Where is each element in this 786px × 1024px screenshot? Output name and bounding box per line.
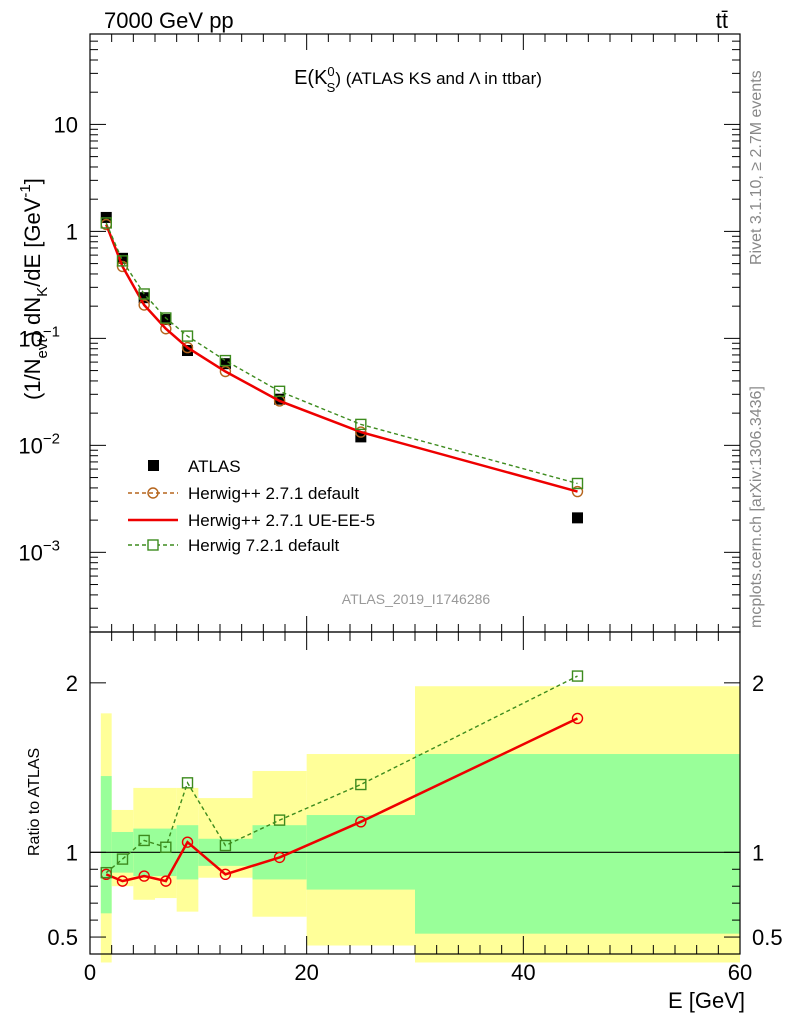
series-herwig-2-7-1-default [100,218,584,498]
data-point-herwig-7-2-1-default [160,312,172,324]
series-herwig-7-2-1-default [100,217,584,490]
ratio-y-tick-label: 0.5 [47,925,78,950]
ratio-point-herwig-2-7-1-ue-ee-5 [219,868,232,881]
data-point-herwig-7-2-1-default [138,288,150,300]
x-tick-label: 40 [511,960,535,985]
process-label: tt̄ [716,8,728,33]
rivet-version-label: Rivet 3.1.10, ≥ 2.7M events [748,70,765,265]
legend: ATLAS Herwig++ 2.7.1 default Herwig++ 2.… [128,457,375,555]
uncertainty-band-inner [415,754,740,934]
data-point-herwig-7-2-1-default [571,477,584,490]
data-point-atlas [274,393,286,405]
legend-label-herwig7: Herwig 7.2.1 default [188,536,339,555]
uncertainty-band-inner [100,776,112,914]
ratio-y-tick-label-right: 1 [752,840,764,865]
ratio-point-herwig-7-2-1-default [355,778,367,791]
ratio-y-tick-label-right: 2 [752,671,764,696]
main-plot: 10−3 10−2 10−1 1 10 E(K0 S) (ATLAS KS and Λ i… [17,33,741,633]
series-line-herwig-7-2-1-default [105,222,578,485]
data-point-herwig-7-2-1-default [219,354,232,367]
ratio-point-herwig-7-2-1-default [138,834,150,847]
main-y-tick-label: 1 [66,219,78,244]
main-y-axis-label: (1/Nevt) dNK/dE [GeV-1] [17,178,51,400]
ratio-point-herwig-2-7-1-ue-ee-5 [116,875,129,887]
series-line-herwig-2-7-1-default [105,224,578,493]
ratio-point-herwig-7-2-1-default [181,777,194,789]
x-axis-label: E [GeV] [668,988,745,1013]
series-atlas [100,211,583,524]
data-point-atlas [138,292,150,304]
main-y-tick-label: 10−2 [18,430,60,458]
data-point-herwig-2-7-1-default [571,485,584,498]
x-tick-label: 20 [294,960,318,985]
energy-label: 7000 GeV pp [104,8,234,33]
main-y-tick-label: 10 [54,112,78,137]
legend-marker-atlas [148,460,159,471]
main-y-tick-label: 10−1 [18,323,60,351]
data-point-herwig-2-7-1-default [219,365,232,378]
legend-label-atlas: ATLAS [188,457,241,476]
legend-label-herwig-default: Herwig++ 2.7.1 default [188,484,359,503]
data-point-herwig-7-2-1-default [100,217,112,229]
ratio-point-herwig-7-2-1-default [273,814,286,826]
x-tick-label: 0 [84,960,96,985]
ratio-y-tick-label: 1 [66,840,78,865]
data-point-atlas [182,345,193,357]
ratio-point-herwig-2-7-1-ue-ee-5 [181,836,194,848]
data-point-herwig-2-7-1-default [160,323,172,335]
main-plot-title: E(K0 S) (ATLAS KS and Λ in ttbar) [294,64,542,95]
main-y-tick-label: 10−3 [18,537,60,565]
data-point-herwig-7-2-1-default [181,330,194,342]
ratio-point-herwig-2-7-1-ue-ee-5 [138,870,150,882]
ratio-point-herwig-7-2-1-default [116,853,129,865]
data-point-atlas [572,512,583,524]
ratio-y-axis-label: Ratio to ATLAS [26,748,43,856]
ratio-y-tick-label-right: 0.5 [752,925,783,950]
ratio-point-herwig-7-2-1-default [160,841,172,853]
series-line-herwig-2-7-1-ue-ee-5 [105,224,578,493]
ratio-point-herwig-2-7-1-ue-ee-5 [160,875,172,887]
ratio-y-tick-label: 2 [66,671,78,696]
analysis-id: ATLAS_2019_I1746286 [342,591,491,607]
legend-marker-herwig7 [147,539,159,551]
data-point-atlas [160,314,172,326]
data-point-herwig-7-2-1-default [273,385,286,398]
ratio-line-herwig-2-7-1-ue-ee-5 [105,717,579,883]
ratio-point-herwig-7-2-1-default [100,866,112,879]
series-herwig-2-7-1-ue-ee-5 [105,224,578,493]
legend-marker-herwig-default [147,487,159,499]
ratio-point-herwig-7-2-1-default [219,839,232,852]
ratio-point-herwig-2-7-1-ue-ee-5 [571,712,584,725]
data-point-herwig-7-2-1-default [116,255,129,267]
x-tick-label: 60 [728,960,752,985]
ratio-series-herwig-2-7-1-ue-ee-5 [100,712,584,887]
data-point-herwig-2-7-1-default [138,299,150,311]
data-point-herwig-7-2-1-default [355,418,367,431]
ratio-series-herwig-7-2-1-default [100,670,584,879]
mcplots-label: mcplots.cern.ch [arXiv:1306.3436] [748,386,765,628]
ratio-point-herwig-7-2-1-default [571,670,584,682]
data-point-herwig-2-7-1-default [355,426,367,438]
legend-label-herwig-ueee5: Herwig++ 2.7.1 UE-EE-5 [188,511,375,530]
ratio-line-herwig-7-2-1-default [105,675,578,874]
ratio-plot: 0 20 40 600.5 0.51 12 2 Ratio to ATLAS E [GeV] [26,631,783,1013]
data-point-atlas [117,252,128,264]
data-point-herwig-2-7-1-default [181,341,194,354]
ratio-point-herwig-2-7-1-ue-ee-5 [273,851,286,864]
data-point-atlas [219,358,231,370]
ratio-point-herwig-2-7-1-ue-ee-5 [355,816,367,828]
